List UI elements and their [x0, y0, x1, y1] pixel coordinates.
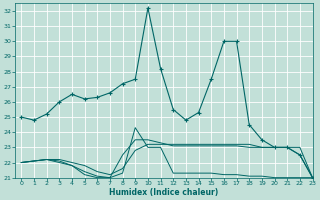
X-axis label: Humidex (Indice chaleur): Humidex (Indice chaleur) [109, 188, 218, 197]
